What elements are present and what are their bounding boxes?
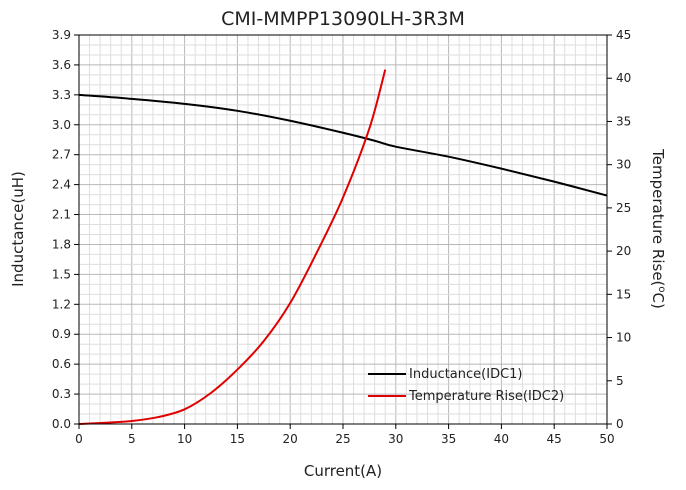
y-axis-title: Inductance(uH)	[9, 171, 27, 287]
y2-tick-label: 15	[616, 287, 631, 301]
y2-axis-title-degree: o	[656, 286, 667, 292]
y2-tick-label: 5	[616, 374, 624, 388]
y-tick-label: 1.2	[52, 297, 71, 311]
y2-tick-label: 20	[616, 244, 631, 258]
y-tick-label: 0.9	[52, 327, 71, 341]
y-tick-label: 3.9	[52, 28, 71, 42]
x-tick-label: 5	[128, 432, 136, 446]
legend-label-inductance: Inductance(IDC1)	[409, 367, 523, 382]
y2-tick-label: 30	[616, 158, 631, 172]
y2-tick-label: 0	[616, 417, 624, 431]
y-tick-label: 0.6	[52, 357, 71, 371]
x-tick-label: 25	[335, 432, 350, 446]
y2-axis-title-unit: C)	[649, 293, 667, 309]
y-tick-label: 2.4	[52, 178, 71, 192]
y-tick-label: 1.8	[52, 237, 71, 251]
x-axis-title: Current(A)	[304, 462, 382, 480]
x-tick-label: 40	[494, 432, 509, 446]
y2-axis-title-main: Temperature Rise(	[649, 148, 667, 286]
y-tick-label: 0.0	[52, 417, 71, 431]
series-line-inductance	[78, 93, 608, 197]
y2-tick-label: 10	[616, 331, 631, 345]
x-tick-label: 45	[547, 432, 562, 446]
chart-title: CMI-MMPP13090LH-3R3M	[221, 8, 465, 30]
y2-tick-label: 45	[616, 28, 631, 42]
y2-tick-label: 40	[616, 71, 631, 85]
x-tick-label: 20	[283, 432, 298, 446]
y2-tick-label: 35	[616, 114, 631, 128]
series-lines	[78, 69, 608, 425]
y-tick-label: 1.5	[52, 267, 71, 281]
x-tick-label: 15	[230, 432, 245, 446]
y-tick-label: 2.1	[52, 208, 71, 222]
x-tick-label: 35	[441, 432, 456, 446]
y-tick-label: 3.3	[52, 88, 71, 102]
y-tick-label: 3.6	[52, 58, 71, 72]
x-tick-label: 0	[75, 432, 83, 446]
legend: Inductance(IDC1) Temperature Rise(IDC2)	[368, 367, 564, 404]
axis-ticks: 0 5 10 15 20 25 30 35 40 45 500.00.30.60.91.21.51.…	[52, 28, 631, 446]
y-tick-label: 0.3	[52, 387, 71, 401]
y-tick-label: 2.7	[52, 148, 71, 162]
y2-axis-title: Temperature Rise(oC)	[649, 148, 667, 309]
legend-label-temperature: Temperature Rise(IDC2)	[408, 389, 564, 404]
y-tick-label: 3.0	[52, 118, 71, 132]
x-tick-label: 10	[177, 432, 192, 446]
y2-tick-label: 25	[616, 201, 631, 215]
x-tick-label: 30	[388, 432, 403, 446]
series-line-temperature-rise	[78, 69, 387, 425]
grid	[78, 34, 608, 425]
x-tick-label: 50	[599, 432, 614, 446]
